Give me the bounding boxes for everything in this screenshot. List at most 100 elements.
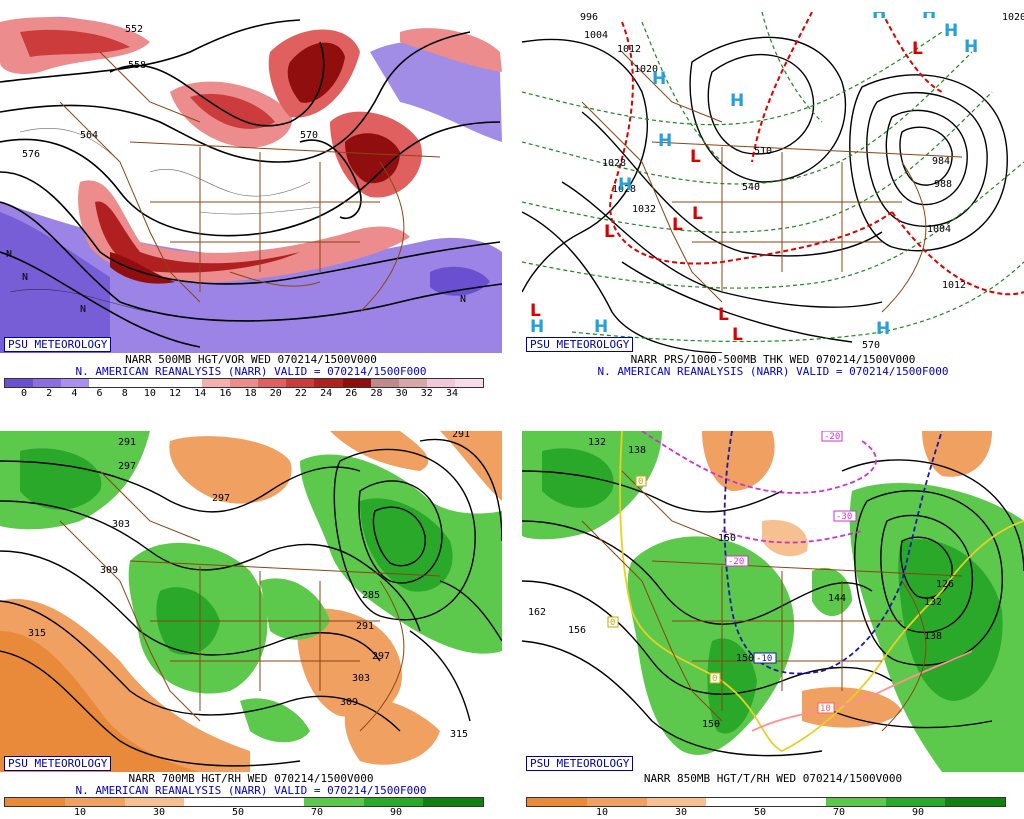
contour-label: 126 xyxy=(936,579,954,590)
colorbar-swatch xyxy=(342,379,371,387)
colorbar-tick-label: 0 xyxy=(20,388,28,399)
colorbar-swatch xyxy=(5,798,65,806)
colorbar-tick-label: 28 xyxy=(370,388,383,399)
low-pressure-icon: L xyxy=(604,222,615,242)
high-pressure-icon: H xyxy=(658,131,672,151)
contour-label: 297 xyxy=(212,493,230,504)
vorticity-colorbar-ticks: 0 2 4 6 8 10 12 14 16 18 20 22 24 26 28 30 32 34 xyxy=(0,388,502,400)
contour-labels: 552 558 564 570 576 N N N N xyxy=(6,24,466,315)
colorbar-swatch xyxy=(455,379,484,387)
map-title: NARR 700MB HGT/RH WED 070214/1500V000 xyxy=(128,772,374,785)
colorbar-tick-label: 26 xyxy=(345,388,358,399)
dry-region xyxy=(169,436,292,504)
low-pressure-icon: L xyxy=(718,305,729,325)
contour-label: 570 xyxy=(300,130,318,141)
colorbar-swatch xyxy=(173,379,202,387)
contour-label: N xyxy=(460,294,466,305)
contour-label: 138 xyxy=(924,631,942,642)
high-pressure-icon: H xyxy=(876,319,890,339)
contour-label: 150 xyxy=(718,533,736,544)
moist-region xyxy=(542,448,614,508)
vort-neg-region xyxy=(0,212,110,353)
colorbar-tick-label: 4 xyxy=(71,388,78,399)
height-contours xyxy=(0,19,502,348)
colorbar-tick-label: 30 xyxy=(674,807,688,818)
contour-label: 540 xyxy=(742,182,760,193)
isotherm-label: -10 xyxy=(756,654,772,664)
colorbar-tick-label: 12 xyxy=(169,388,182,399)
colorbar-tick-label: 30 xyxy=(395,388,408,399)
map-valid-line: N. AMERICAN REANALYSIS (NARR) VALID = 07… xyxy=(75,365,427,378)
contour-label: 309 xyxy=(100,565,118,576)
vort-pos-region xyxy=(110,252,175,284)
vorticity-map-svg: 552 558 564 570 576 N N N N xyxy=(0,12,502,353)
political-borders xyxy=(581,51,963,313)
colorbar-tick-label: 24 xyxy=(320,388,333,399)
contour-label: 150 xyxy=(702,719,720,730)
isotherm-label: -20 xyxy=(728,557,744,567)
political-borders xyxy=(59,470,441,732)
contour-label: N xyxy=(80,304,86,315)
colorbar-tick-label: 8 xyxy=(121,388,128,399)
colorbar-swatch xyxy=(244,798,304,806)
map-valid-line: N. AMERICAN REANALYSIS (NARR) VALID = 07… xyxy=(75,784,427,797)
low-pressure-icon: L xyxy=(672,215,683,235)
colorbar-tick-label: 32 xyxy=(420,388,433,399)
isotherm-label: 0 xyxy=(610,618,615,628)
contour-label: 552 xyxy=(125,24,143,35)
moist-region xyxy=(707,638,757,734)
colorbar-tick-label: 22 xyxy=(294,388,307,399)
dry-region xyxy=(10,727,90,763)
pressure-map-svg: 996 1004 1012 1020 1028 1028 1032 1004 1… xyxy=(522,12,1024,353)
colorbar-swatch xyxy=(945,798,1005,806)
pressure-map: 996 1004 1012 1020 1028 1028 1032 1004 1… xyxy=(522,12,1024,353)
colorbar-tick-label: 50 xyxy=(753,807,767,818)
isotherms-warm xyxy=(619,431,1024,753)
colorbar-tick-label: 2 xyxy=(46,388,53,399)
contour-label: N xyxy=(6,249,12,260)
dry-region xyxy=(330,431,429,471)
humidity-colorbar xyxy=(526,797,1006,807)
credit-label: PSU METEOROLOGY xyxy=(4,337,112,352)
high-pressure-icon: H xyxy=(964,37,978,57)
panel-850mb-temperature: 132 138 150 144 156 162 126 132 138 150 … xyxy=(522,419,1024,819)
colorbar-swatch xyxy=(184,798,244,806)
contour-label: 558 xyxy=(128,60,146,71)
contour-label: 303 xyxy=(112,519,130,530)
humidity-colorbar-ticks: 10 30 50 70 90 xyxy=(522,807,1024,819)
political-borders xyxy=(59,51,441,313)
credit-label: PSU METEOROLOGY xyxy=(526,756,634,771)
colorbar-tick-label: 14 xyxy=(194,388,207,399)
dry-region xyxy=(344,698,440,765)
colorbar-swatch xyxy=(201,379,230,387)
contour-label: 510 xyxy=(754,146,772,157)
moist-region xyxy=(260,578,330,640)
contour-label: 1004 xyxy=(584,30,608,41)
temperature-850-map-svg: 132 138 150 144 156 162 126 132 138 150 … xyxy=(522,431,1024,772)
humidity-700-map-svg: 291 297 303 309 315 291 285 297 303 309 … xyxy=(0,431,502,772)
colorbar-tick-label: 20 xyxy=(269,388,282,399)
contour-label: 570 xyxy=(862,340,880,351)
colorbar-tick-label: 34 xyxy=(445,388,459,399)
contour-label: 996 xyxy=(580,12,598,23)
colorbar-tick-label: 70 xyxy=(832,807,846,818)
colorbar-swatch xyxy=(117,379,146,387)
contour-labels: 291 297 303 309 315 291 285 297 303 309 … xyxy=(28,431,470,740)
colorbar-swatch xyxy=(230,379,259,387)
colorbar-tick-label: 10 xyxy=(595,807,609,818)
colorbar-swatch xyxy=(398,379,427,387)
isotherm-label: -30 xyxy=(836,512,852,522)
colorbar-swatch xyxy=(314,379,343,387)
thickness-red-lines xyxy=(609,12,1024,296)
contour-label: 984 xyxy=(932,156,950,167)
contour-label: 564 xyxy=(80,130,98,141)
contour-labels: 996 1004 1012 1020 1028 1028 1032 1004 1… xyxy=(580,12,1024,351)
high-pressure-icon: H xyxy=(922,12,936,23)
colorbar-swatch xyxy=(370,379,399,387)
contour-label: 303 xyxy=(352,673,370,684)
contour-label: 1004 xyxy=(927,224,951,235)
contour-label: 132 xyxy=(924,597,942,608)
contour-label: 1032 xyxy=(632,204,656,215)
low-pressure-centers: L L L L L L L L xyxy=(530,39,923,345)
credit-label: PSU METEOROLOGY xyxy=(526,337,634,352)
